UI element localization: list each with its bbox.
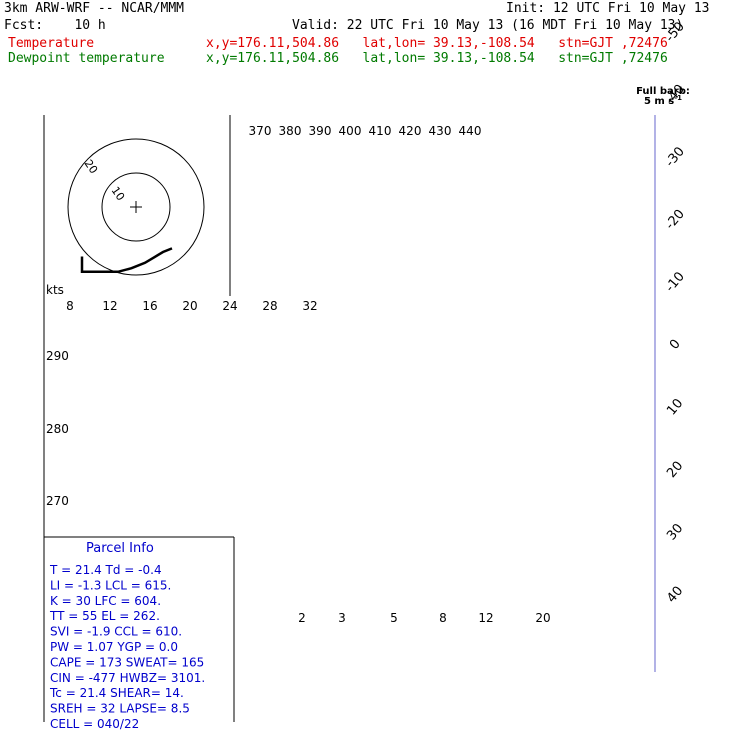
hodograph-ring-20 [67, 138, 205, 276]
wind-barb-units: 5 m s-1 [644, 94, 682, 107]
parcel-info-box [45, 537, 277, 722]
model-title: 3km ARW-WRF -- NCAR/MMM [4, 1, 185, 16]
theta-label: 400 [339, 124, 362, 138]
hodograph-trace [80, 247, 173, 274]
parcel-info-row: K = 30 LFC = 604. [50, 594, 161, 608]
temperature-tick-label: -50 [663, 19, 688, 45]
side-theta-label: 280 [46, 422, 69, 436]
theta-label: 410 [369, 124, 392, 138]
dewpoint-location: x,y=176.11,504.86 lat,lon= 39.13,-108.54… [206, 51, 668, 66]
mixing-ratio-label: 8 [439, 611, 447, 625]
temperature-legend: Temperature [8, 36, 95, 51]
mixing-ratio-label: 12 [478, 611, 493, 625]
temperature-tick-label: 20 [664, 459, 686, 481]
theta-label: 440 [459, 124, 482, 138]
forecast-hour: Fcst: 10 h [4, 18, 106, 33]
side-theta-label: 270 [46, 494, 69, 508]
mixing-ratio-label: 5 [390, 611, 398, 625]
theta-label: 430 [429, 124, 452, 138]
hodograph-bg [45, 116, 231, 296]
parcel-info-row: CAPE = 173 SWEAT= 165 [50, 655, 204, 669]
parcel-info-row: SREH = 32 LAPSE= 8.5 [50, 702, 190, 716]
moist-adiabat-label: 24 [222, 299, 237, 313]
theta-label: 380 [279, 124, 302, 138]
temperature-tick-label: -30 [663, 144, 688, 170]
theta-label: 420 [399, 124, 422, 138]
parcel-info-row: SVI = -1.9 CCL = 610. [50, 625, 182, 639]
parcel-info-row: TT = 55 EL = 262. [49, 609, 160, 623]
temperature-tick-label: -10 [663, 269, 688, 295]
temperature-tick-label: -20 [663, 207, 688, 233]
side-theta-label: 290 [46, 349, 69, 363]
theta-label: 370 [249, 124, 272, 138]
hodograph-units-label: kts [46, 283, 64, 297]
parcel-info-row: T = 21.4 Td = -0.4 [49, 563, 162, 577]
init-time: Init: 12 UTC Fri 10 May 13 [506, 1, 710, 16]
wind-barb-legend: Full barb: [636, 86, 690, 97]
mixing-ratio-label: 3 [338, 611, 346, 625]
mixing-ratio-label: 2 [298, 611, 306, 625]
temperature-tick-label: 30 [664, 521, 686, 543]
temperature-location: x,y=176.11,504.86 lat,lon= 39.13,-108.54… [206, 36, 668, 51]
parcel-info-title: Parcel Info [86, 541, 154, 556]
parcel-info-row: CIN = -477 HWBZ= 3101. [50, 671, 205, 685]
moist-adiabat-label: 28 [262, 299, 277, 313]
moist-adiabat-label: 20 [182, 299, 197, 313]
temperature-tick-label: 40 [664, 584, 686, 606]
moist-adiabat-label: 8 [66, 299, 74, 313]
temperature-tick-label: 0 [667, 337, 684, 353]
dewpoint-legend: Dewpoint temperature [8, 51, 165, 66]
theta-label: 390 [309, 124, 332, 138]
moist-adiabat-label: 16 [142, 299, 157, 313]
moist-adiabat-label: 32 [302, 299, 317, 313]
valid-time: Valid: 22 UTC Fri 10 May 13 (16 MDT Fri … [292, 18, 684, 33]
temperature-tick-label: 10 [664, 396, 686, 418]
parcel-info-row: PW = 1.07 YGP = 0.0 [50, 640, 178, 654]
parcel-info-row: Tc = 21.4 SHEAR= 14. [49, 686, 184, 700]
parcel-info-row: LI = -1.3 LCL = 615. [50, 578, 171, 592]
hodograph-ring-10 [101, 172, 171, 242]
moist-adiabat-label: 12 [102, 299, 117, 313]
mixing-ratio-label: 20 [535, 611, 550, 625]
parcel-info-row: CELL = 040/22 [50, 717, 139, 731]
